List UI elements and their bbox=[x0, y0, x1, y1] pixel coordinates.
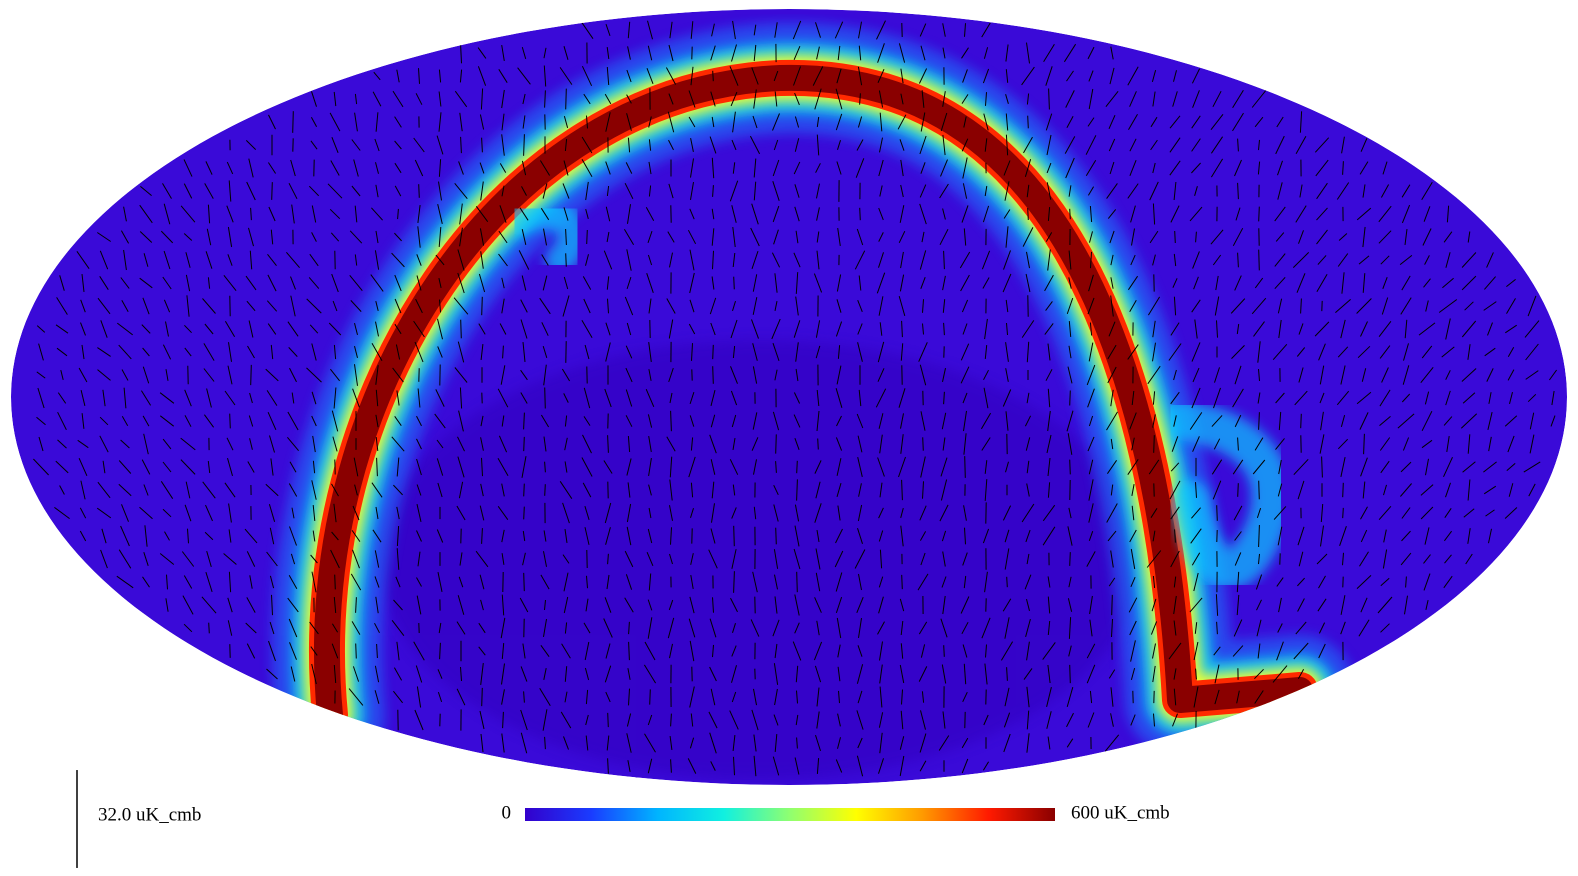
polarization-vector bbox=[272, 182, 273, 200]
polarization-vector bbox=[545, 388, 546, 409]
polarization-vector bbox=[482, 297, 483, 315]
polarization-vector bbox=[293, 111, 294, 133]
colorbar-tick-label: 600 uK_cmb bbox=[1071, 802, 1170, 823]
polarization-vector bbox=[776, 434, 777, 453]
polarization-vector bbox=[1343, 483, 1344, 497]
polarization-vector bbox=[461, 320, 462, 339]
polarization-vector bbox=[209, 623, 210, 634]
polarization-vector bbox=[1259, 250, 1260, 271]
polarization-vector bbox=[251, 365, 252, 385]
polarization-vector bbox=[734, 526, 735, 546]
vector-scale-label: 32.0 uK_cmb bbox=[98, 804, 201, 825]
polarization-vector bbox=[524, 573, 525, 591]
polarization-vector bbox=[923, 437, 924, 450]
polarization-vector bbox=[1070, 665, 1071, 683]
colorbar-tick-label: 0 bbox=[502, 802, 512, 823]
polarization-vector bbox=[650, 689, 651, 704]
polarization-vector bbox=[1070, 391, 1071, 406]
polarization-vector bbox=[1070, 552, 1071, 566]
polarization-vector bbox=[545, 484, 546, 496]
polarization-vector bbox=[524, 484, 525, 497]
polarization-vector bbox=[230, 414, 231, 429]
polarization-vector bbox=[776, 528, 777, 545]
polarization-vector bbox=[335, 575, 336, 590]
polarization-vector bbox=[524, 437, 525, 451]
polarization-vector bbox=[860, 208, 861, 220]
polarization-vector bbox=[1154, 435, 1155, 453]
polarization-vector bbox=[1343, 508, 1344, 518]
polarization-vector bbox=[356, 644, 357, 659]
polarization-vector bbox=[818, 439, 819, 450]
polarization-vector bbox=[608, 713, 609, 727]
polarization-vector bbox=[1175, 231, 1176, 243]
polarization-vector bbox=[902, 575, 903, 589]
polarization-vector bbox=[1028, 116, 1029, 129]
polarization-vector bbox=[797, 461, 798, 473]
polarization-vector bbox=[1007, 577, 1008, 587]
polarization-vector bbox=[587, 230, 588, 244]
polarization-vector bbox=[1070, 460, 1071, 475]
mollweide-map bbox=[11, 9, 1567, 785]
polarization-vector bbox=[1070, 209, 1071, 219]
polarization-vector bbox=[482, 688, 483, 706]
polarization-vector bbox=[797, 572, 798, 592]
polarization-vector bbox=[965, 456, 966, 478]
polarization-vector bbox=[713, 345, 714, 359]
polarization-vector bbox=[734, 277, 735, 290]
polarization-vector bbox=[566, 89, 567, 110]
polarization-vector bbox=[1217, 505, 1218, 521]
polarization-vector bbox=[1301, 414, 1302, 428]
polarization-vector bbox=[713, 71, 714, 81]
polarization-vector bbox=[944, 645, 945, 657]
low-emission-region bbox=[380, 340, 1140, 780]
sky-map-view: 32.0 uK_cmb 0 600 uK_cmb bbox=[0, 0, 1578, 876]
polarization-vector bbox=[713, 366, 714, 384]
polarization-vector bbox=[419, 184, 420, 198]
polarization-vector bbox=[1238, 483, 1239, 497]
polarization-vector bbox=[524, 507, 525, 520]
polarization-vector bbox=[1259, 481, 1260, 500]
polarization-vector bbox=[1259, 207, 1260, 222]
colorbar bbox=[525, 808, 1055, 821]
polarization-vector bbox=[1112, 595, 1113, 615]
polarization-vector bbox=[1028, 208, 1029, 220]
polarization-vector bbox=[566, 253, 567, 266]
